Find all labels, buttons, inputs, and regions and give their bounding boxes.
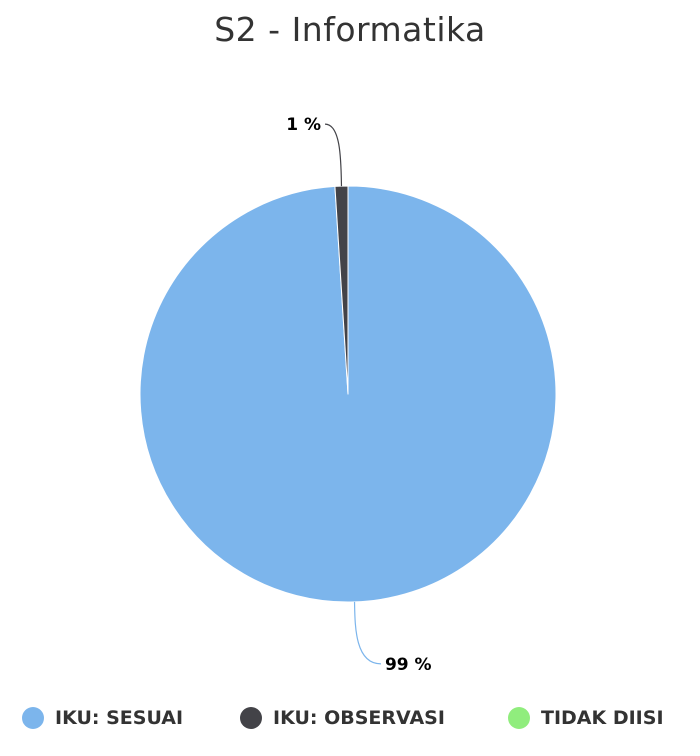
legend-item-iku-sesuai[interactable]: IKU: SESUAI [22,698,183,738]
data-labels: 99 % 1 % [286,115,431,675]
legend-label-tidak-diisi: TIDAK DIISI [541,707,664,729]
data-label-iku-sesuai: 99 % [385,655,432,675]
legend-marker-iku-observasi [240,707,262,729]
data-label-connector-iku-observasi [324,123,343,187]
chart-title: S2 - Informatika [214,10,486,49]
legend-item-tidak-diisi[interactable]: TIDAK DIISI [508,698,664,738]
legend-marker-iku-sesuai [22,707,44,729]
pie-chart: 99 % 1 % [139,115,557,675]
legend: IKU: SESUAI IKU: OBSERVASI TIDAK DIISI [0,698,700,738]
data-label-connector-iku-sesuai [353,601,381,665]
legend-label-iku-sesuai: IKU: SESUAI [55,707,184,729]
legend-label-iku-observasi: IKU: OBSERVASI [273,707,445,729]
pie-slices [139,185,557,603]
legend-item-iku-observasi[interactable]: IKU: OBSERVASI [240,698,445,738]
data-label-iku-observasi: 1 % [286,115,321,135]
legend-marker-tidak-diisi [508,707,530,729]
data-label-connectors [324,123,381,665]
